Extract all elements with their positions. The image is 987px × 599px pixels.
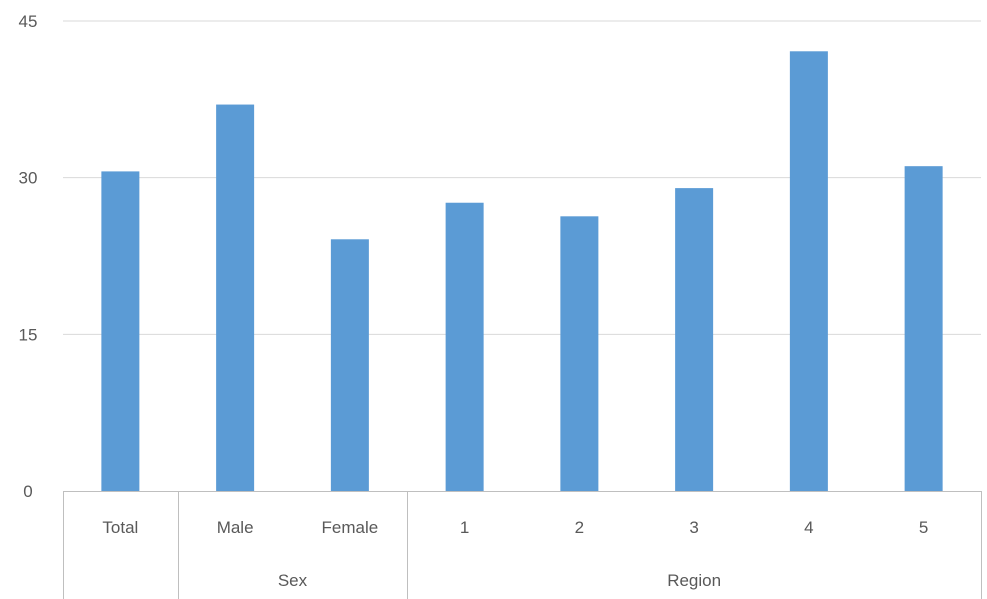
bar [904,166,943,491]
bar [445,202,484,491]
x-tick-label: Total [102,518,138,537]
x-tick-label: 4 [804,518,813,537]
bar [560,216,599,492]
y-tick-label: 45 [19,12,38,31]
x-tick-label: 5 [919,518,928,537]
bar [216,104,255,492]
x-axis-category-labels: Total Male Female 1 2 3 4 5 [102,518,928,537]
bar [330,239,369,491]
bar [675,188,714,491]
bars [101,51,943,492]
x-tick-label: Female [322,518,379,537]
x-tick-label: 3 [689,518,698,537]
y-tick-label: 30 [19,169,38,188]
x-group-label: Sex [278,571,308,590]
x-tick-label: 2 [575,518,584,537]
bar [101,171,140,491]
x-tick-label: Male [217,518,254,537]
x-axis [63,491,982,599]
y-tick-label: 15 [19,325,38,344]
x-axis-group-labels: Sex Region [278,571,721,590]
bar [789,51,828,492]
y-axis-ticks: 0 15 30 45 [19,12,38,501]
gridlines [63,20,981,335]
x-tick-label: 1 [460,518,469,537]
x-group-label: Region [667,571,721,590]
y-tick-label: 0 [23,482,32,501]
